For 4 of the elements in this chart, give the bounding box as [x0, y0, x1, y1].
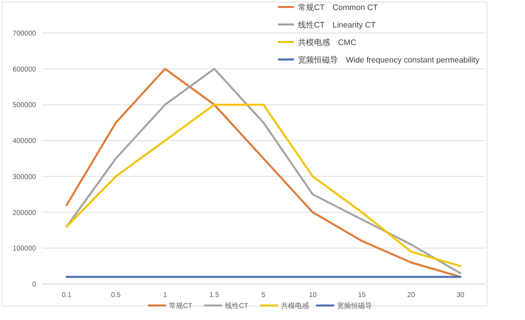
annotation: 共模电感 CMC: [298, 38, 356, 47]
text: 常规CT Common CT: [298, 3, 378, 12]
annotation: 宽频恒磁导 Wide frequency constant permeability: [298, 56, 480, 64]
text: 线性CT Linearity CT: [298, 20, 376, 30]
